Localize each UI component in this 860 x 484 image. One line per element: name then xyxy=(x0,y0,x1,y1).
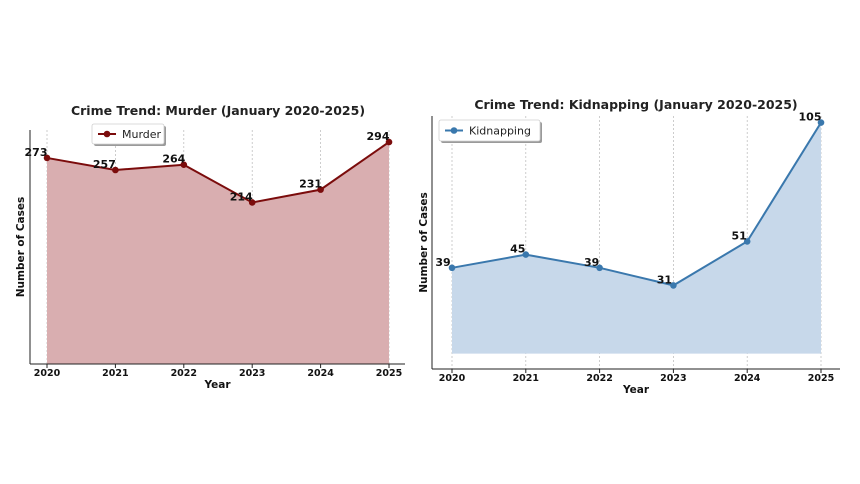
data-label: 31 xyxy=(657,273,672,286)
chart-0: Crime Trend: Murder (January 2020-2025)2… xyxy=(15,103,405,391)
data-label: 51 xyxy=(732,229,747,242)
data-point xyxy=(522,251,530,258)
x-tick-label: 2023 xyxy=(239,368,265,379)
data-point xyxy=(448,264,456,272)
x-tick-label: 2021 xyxy=(513,373,539,384)
data-label: 39 xyxy=(584,256,599,269)
legend: Murder xyxy=(91,123,166,146)
legend-box xyxy=(91,123,165,145)
data-label: 105 xyxy=(799,111,822,124)
data-label: 264 xyxy=(162,153,185,166)
x-tick-label: 2020 xyxy=(34,368,61,379)
y-axis-label: Number of Cases xyxy=(15,197,27,298)
legend-label: Murder xyxy=(122,128,162,141)
data-label: 214 xyxy=(230,190,253,203)
area-fill xyxy=(452,122,821,354)
x-axis-label: Year xyxy=(622,384,650,396)
data-point xyxy=(743,238,751,245)
x-tick-label: 2025 xyxy=(376,368,402,379)
data-label: 294 xyxy=(367,130,390,143)
data-label: 231 xyxy=(299,178,322,191)
data-point xyxy=(817,119,825,126)
area-fill xyxy=(47,142,389,364)
legend-box xyxy=(438,119,541,142)
x-tick-label: 2020 xyxy=(439,373,466,384)
data-label: 257 xyxy=(93,158,116,171)
x-tick-label: 2023 xyxy=(660,373,686,384)
y-axis-label: Number of Cases xyxy=(418,192,430,293)
series-line xyxy=(46,141,390,204)
x-tick-label: 2024 xyxy=(734,373,761,384)
x-tick-label: 2025 xyxy=(808,373,834,384)
data-point xyxy=(385,138,393,146)
data-point xyxy=(180,161,188,169)
chart-title: Crime Trend: Kidnapping (January 2020-20… xyxy=(474,97,797,112)
legend-marker-icon xyxy=(103,130,111,138)
x-tick-label: 2021 xyxy=(102,368,128,379)
x-tick-label: 2022 xyxy=(171,368,197,379)
data-point xyxy=(112,166,119,174)
legend-label: Kidnapping xyxy=(469,125,531,138)
x-axis-label: Year xyxy=(203,379,231,391)
series-line xyxy=(451,122,822,287)
legend-marker-icon xyxy=(450,127,458,134)
x-tick-label: 2022 xyxy=(586,373,612,384)
data-label: 273 xyxy=(25,146,48,159)
data-point xyxy=(670,282,677,289)
data-point xyxy=(43,154,51,162)
data-point xyxy=(248,199,256,206)
chart-title: Crime Trend: Murder (January 2020-2025) xyxy=(71,103,365,118)
data-label: 45 xyxy=(510,243,525,256)
x-tick-label: 2024 xyxy=(307,368,334,379)
legend: Kidnapping xyxy=(438,119,542,143)
chart-1: Crime Trend: Kidnapping (January 2020-20… xyxy=(418,97,840,396)
data-label: 39 xyxy=(435,256,450,269)
data-point xyxy=(317,186,324,193)
data-point xyxy=(596,264,603,272)
